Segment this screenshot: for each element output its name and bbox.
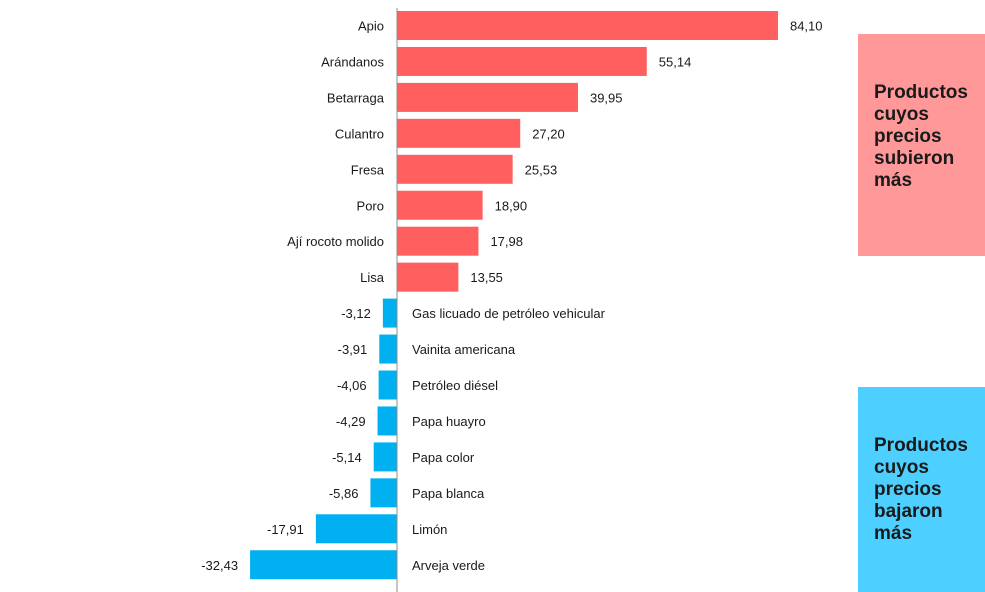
category-label: Betarraga xyxy=(327,90,385,105)
category-label: Fresa xyxy=(351,162,385,177)
category-label: Culantro xyxy=(335,126,384,141)
bar xyxy=(397,226,479,256)
category-label: Petróleo diésel xyxy=(412,378,498,393)
data-label: -4,06 xyxy=(337,378,367,393)
data-label: -5,86 xyxy=(329,486,359,501)
bar xyxy=(397,46,647,76)
data-label: 17,98 xyxy=(490,234,523,249)
legend-prices-down-text: Productos cuyos precios bajaron más xyxy=(874,435,968,544)
bar xyxy=(397,11,778,40)
category-label: Papa blanca xyxy=(412,486,485,501)
category-label: Papa color xyxy=(412,450,475,465)
bar xyxy=(378,370,397,400)
bar xyxy=(250,550,397,580)
category-label: Papa huayro xyxy=(412,414,486,429)
bar xyxy=(397,154,513,184)
bar xyxy=(377,406,397,436)
legend-prices-up: Productos cuyos precios subieron más xyxy=(858,34,985,256)
category-label: Poro xyxy=(357,198,384,213)
bar xyxy=(382,298,397,328)
category-label: Ají rocoto molido xyxy=(287,234,384,249)
data-label: -32,43 xyxy=(201,558,238,573)
legend-prices-up-text: Productos cuyos precios subieron más xyxy=(874,82,968,191)
category-label: Vainita americana xyxy=(412,342,516,357)
category-label: Limón xyxy=(412,522,447,537)
category-label: Apio xyxy=(358,19,384,34)
bar xyxy=(397,262,459,292)
bar xyxy=(379,334,397,364)
data-label: 39,95 xyxy=(590,90,623,105)
bar xyxy=(397,82,578,112)
bar xyxy=(370,478,397,508)
bar xyxy=(315,514,397,544)
data-label: -5,14 xyxy=(332,450,362,465)
category-label: Arveja verde xyxy=(412,558,485,573)
bar xyxy=(397,190,483,220)
bar xyxy=(397,118,521,148)
data-label: 27,20 xyxy=(532,126,565,141)
data-label: 18,90 xyxy=(495,198,528,213)
data-label: 55,14 xyxy=(659,54,692,69)
category-label: Gas licuado de petróleo vehicular xyxy=(412,306,606,321)
data-label: -17,91 xyxy=(267,522,304,537)
data-label: -4,29 xyxy=(336,414,366,429)
category-label: Lisa xyxy=(360,270,385,285)
data-label: -3,91 xyxy=(338,342,368,357)
category-label: Arándanos xyxy=(321,54,384,69)
data-label: -3,12 xyxy=(341,306,371,321)
data-label: 13,55 xyxy=(470,270,503,285)
data-label: 25,53 xyxy=(525,162,558,177)
data-label: 84,10 xyxy=(790,19,823,34)
bar xyxy=(373,442,397,472)
legend-prices-down: Productos cuyos precios bajaron más xyxy=(858,387,985,592)
